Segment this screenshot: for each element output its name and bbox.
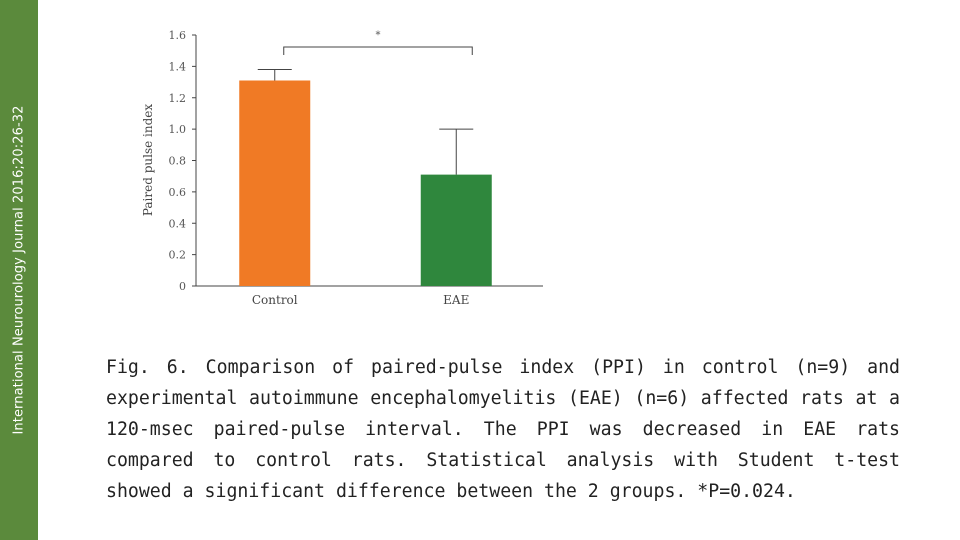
significance-bracket: * [283,30,473,55]
y-tick-label: 1.6 [169,29,187,42]
y-tick-label: 0 [179,280,186,293]
y-tick-label: 0.4 [169,217,187,230]
y-tick-label: 0.2 [169,249,187,262]
y-tick-label: 1.0 [169,123,187,136]
y-axis: 0 0.2 0.4 0.6 0.8 1.0 1.2 1.4 1.6 [169,29,197,293]
significance-marker: * [376,30,381,41]
significance-line [283,46,473,55]
bar-eae [420,174,492,286]
x-axis: Control EAE [196,285,543,307]
x-category-label: Control [252,293,298,307]
y-axis-label: Paired pulse index [141,104,155,217]
bar-control [239,80,311,287]
journal-side-band: International Neurourology Journal 2016;… [0,0,38,540]
bars [239,69,492,287]
figure-caption: Fig. 6. Comparison of paired-pulse index… [106,357,900,502]
y-tick-label: 1.4 [169,60,187,73]
y-tick-label: 1.2 [169,92,187,105]
x-category-label: EAE [443,293,469,307]
y-tick-label: 0.8 [169,155,187,168]
y-tick-label: 0.6 [169,186,187,199]
